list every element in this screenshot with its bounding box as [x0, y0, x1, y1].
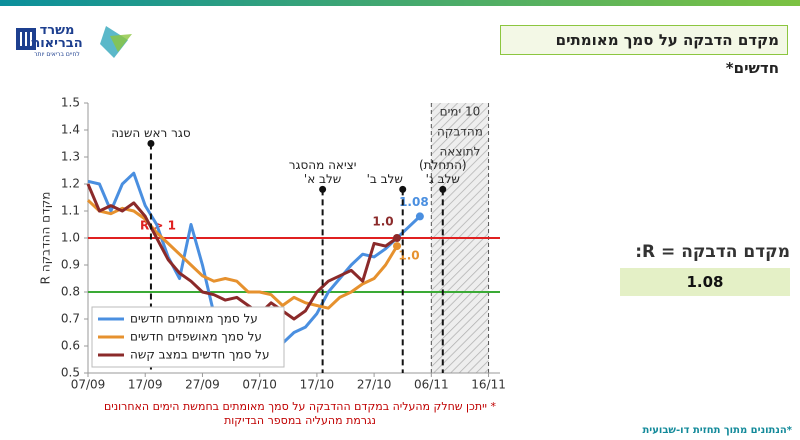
event-label: (התחלת)	[419, 158, 467, 172]
y-tick-label: 1.3	[61, 150, 80, 164]
shaded-label: לתוצאה	[439, 145, 480, 159]
legend-label: על סמך מאומתים חדשים	[130, 312, 258, 326]
y-tick-label: 0.7	[61, 312, 80, 326]
end-point	[415, 212, 424, 221]
value-label: 1.0	[372, 215, 393, 229]
slide-title: מקדם הדבקה על סמך מאומתים חדשים*	[500, 25, 788, 77]
y-tick-label: 0.5	[61, 366, 80, 380]
footnote-line: * ייתכן שחלק מהעליה במקדם ההדבקה על סמך …	[103, 400, 497, 413]
shaded-label: מהדבקה	[437, 125, 483, 139]
event-label: שלב א'	[304, 172, 341, 186]
y-tick-label: 0.6	[61, 339, 80, 353]
summary-value: 1.08	[620, 268, 790, 296]
x-tick-label: 27/10	[357, 378, 392, 392]
y-tick-label: 1.2	[61, 177, 80, 191]
event-label: שלב ג'	[426, 172, 460, 186]
logo	[16, 26, 132, 58]
legend-label: על סמך חדשים במצב קשה	[130, 348, 270, 362]
x-tick-label: 07/10	[242, 378, 277, 392]
x-tick-label: 06/11	[414, 378, 449, 392]
footnote-line: נגרמת מהעליה במספר הבדיקות	[224, 414, 376, 427]
end-point	[393, 242, 401, 251]
x-tick-label: 17/10	[300, 378, 335, 392]
event-marker	[147, 140, 155, 147]
y-tick-label: 1.5	[61, 96, 80, 110]
event-marker	[399, 185, 407, 193]
y-tick-label: 1.0	[61, 231, 80, 245]
logo-tagline: לחיים בריאים יותר	[34, 51, 80, 58]
top-bar	[0, 0, 800, 6]
event-label: שלב ב'	[367, 172, 403, 186]
legend-label: על סמך מאושפזים חדשים	[130, 330, 262, 344]
y-tick-label: 0.8	[61, 285, 80, 299]
x-tick-label: 07/09	[71, 378, 106, 392]
series-line	[86, 183, 398, 321]
event-marker	[439, 185, 447, 193]
event-marker	[319, 185, 327, 193]
summary-label: מקדם הדבקה = R:	[635, 242, 790, 262]
y-tick-label: 1.4	[61, 123, 80, 137]
series-line	[86, 199, 399, 310]
end-point	[393, 234, 401, 242]
y-axis-label: מקדם ההדבקה R	[39, 192, 53, 285]
x-tick-label: 16/11	[471, 378, 506, 392]
event-label: סגר ראש השנה	[111, 126, 191, 140]
x-tick-label: 17/09	[128, 378, 163, 392]
source-note: *הנתונים מתוך תחזית דו-שבועית	[642, 425, 792, 436]
y-tick-label: 1.1	[61, 204, 80, 218]
shaded-label: 10 ימים	[440, 105, 481, 119]
value-label: 1.08	[399, 195, 429, 209]
value-label: 1.0	[398, 249, 419, 263]
y-tick-label: 0.9	[61, 258, 80, 272]
logo-name: משרד הבריאות	[31, 23, 83, 51]
footnote: * ייתכן שחלק מהעליה במקדם ההדבקה על סמך …	[90, 400, 510, 428]
event-label: יציאה מהסגר	[289, 158, 357, 172]
x-tick-label: 27/09	[185, 378, 220, 392]
